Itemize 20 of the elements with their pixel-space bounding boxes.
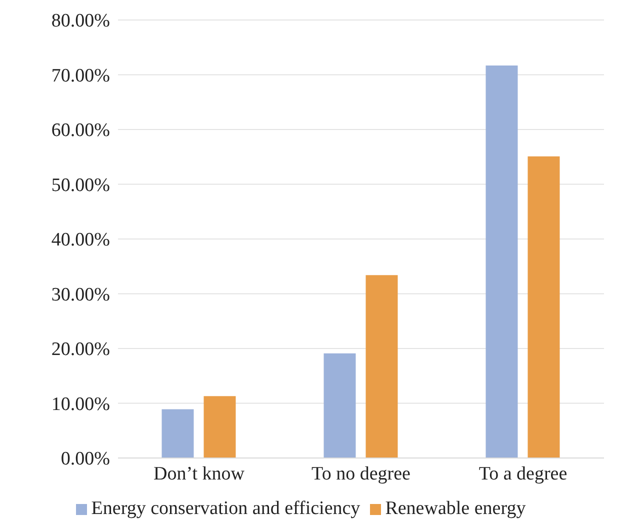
bar bbox=[528, 156, 560, 458]
y-tick-label: 80.00% bbox=[51, 10, 110, 32]
x-tick-label: Don’t know bbox=[154, 463, 245, 484]
y-tick-label: 20.00% bbox=[51, 339, 110, 360]
y-tick-label: 30.00% bbox=[51, 284, 110, 306]
bar bbox=[324, 353, 356, 458]
y-tick-label: 60.00% bbox=[51, 120, 110, 142]
x-tick-label: To no degree bbox=[312, 463, 410, 484]
bar bbox=[204, 396, 236, 458]
y-tick-label: 10.00% bbox=[51, 394, 110, 415]
legend-label: Renewable energy bbox=[385, 498, 526, 519]
x-tick-label: To a degree bbox=[478, 463, 568, 484]
y-tick-label: 70.00% bbox=[51, 65, 110, 86]
bar bbox=[366, 275, 398, 458]
legend-label: Energy conservation and efficiency bbox=[91, 498, 360, 519]
bar bbox=[486, 65, 518, 458]
y-tick-label: 0.00% bbox=[60, 448, 110, 470]
bar bbox=[162, 409, 194, 458]
y-tick-label: 40.00% bbox=[51, 230, 110, 251]
y-tick-label: 50.00% bbox=[51, 174, 110, 196]
